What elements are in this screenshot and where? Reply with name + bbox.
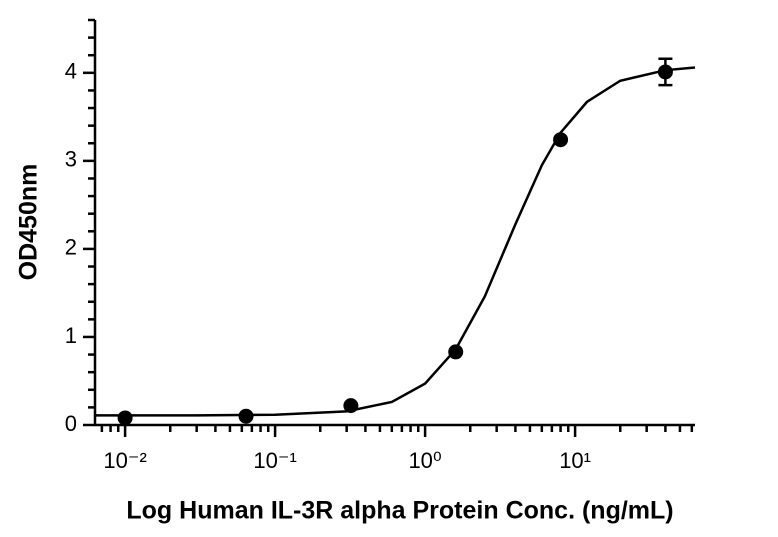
x-tick-label: 10⁻¹ xyxy=(253,448,296,473)
data-point xyxy=(553,132,569,148)
x-tick-label: 10¹ xyxy=(559,448,591,473)
data-point xyxy=(117,410,133,426)
y-tick-label: 0 xyxy=(65,411,77,436)
x-tick-label: 10⁻² xyxy=(103,448,146,473)
data-point xyxy=(343,398,359,414)
y-tick-label: 2 xyxy=(65,235,77,260)
data-point xyxy=(657,64,673,80)
y-tick-label: 3 xyxy=(65,147,77,172)
y-axis-title: OD450nm xyxy=(15,164,43,281)
x-tick-label: 10⁰ xyxy=(408,448,441,473)
data-point xyxy=(238,408,254,424)
x-axis-title: Log Human IL-3R alpha Protein Conc. (ng/… xyxy=(126,497,673,525)
fit-curve xyxy=(95,66,696,417)
y-tick-label: 4 xyxy=(65,59,77,84)
y-tick-label: 1 xyxy=(65,323,77,348)
data-point xyxy=(448,344,464,360)
